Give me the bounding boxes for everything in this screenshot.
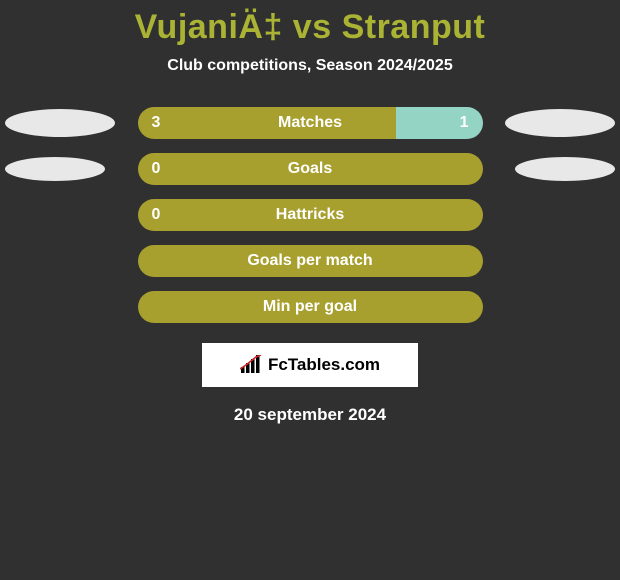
decor-ellipse-right [515, 157, 615, 181]
decor-ellipse-left [5, 157, 105, 181]
logo-text: FcTables.com [268, 355, 380, 375]
date-text: 20 september 2024 [0, 405, 620, 425]
stat-bar: 0 Hattricks [138, 199, 483, 231]
stat-row: Goals per match [0, 245, 620, 277]
decor-ellipse-right [505, 109, 615, 137]
stat-bar: Goals per match [138, 245, 483, 277]
stat-value-right: 1 [460, 114, 483, 132]
stat-value-left: 0 [138, 160, 161, 178]
stat-row: Min per goal [0, 291, 620, 323]
stat-label: Goals per match [247, 252, 372, 270]
main-container: VujaniÄ‡ vs Stranput Club competitions, … [0, 0, 620, 425]
stat-label: Hattricks [276, 206, 344, 224]
stat-row: 0 Goals [0, 153, 620, 185]
stat-bar: Min per goal [138, 291, 483, 323]
stat-bar: 0 Goals [138, 153, 483, 185]
stat-label: Matches [278, 114, 342, 132]
subtitle: Club competitions, Season 2024/2025 [0, 57, 620, 75]
stat-label: Goals [288, 160, 332, 178]
decor-ellipse-left [5, 109, 115, 137]
stat-label: Min per goal [263, 298, 357, 316]
stat-value-left: 0 [138, 206, 161, 224]
stat-rows: 3 1 Matches 0 Goals 0 Hattricks Goals per match… [0, 107, 620, 323]
logo-inner: FcTables.com [240, 355, 380, 375]
page-title: VujaniÄ‡ vs Stranput [0, 8, 620, 47]
stat-row: 3 1 Matches [0, 107, 620, 139]
stat-bar-left: 3 [138, 107, 397, 139]
stat-row: 0 Hattricks [0, 199, 620, 231]
stat-bar: 3 1 Matches [138, 107, 483, 139]
stat-value-left: 3 [138, 114, 161, 132]
logo-box: FcTables.com [202, 343, 418, 387]
stat-bar-right: 1 [396, 107, 482, 139]
bar-chart-icon [240, 355, 262, 375]
